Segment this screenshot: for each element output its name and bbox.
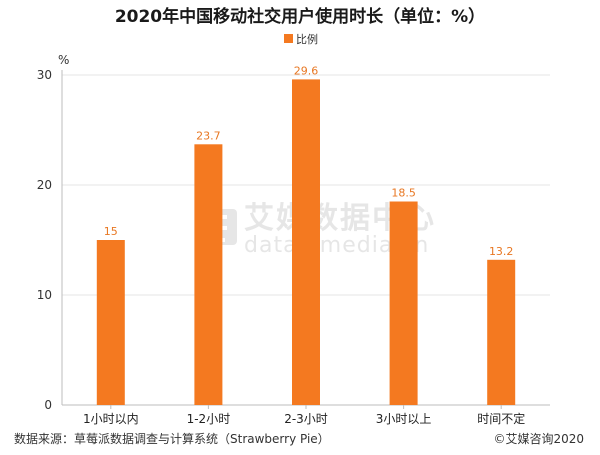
copyright: ©艾媒咨询2020 (493, 431, 584, 446)
bars (96, 79, 516, 406)
x-tick-label: 2-3小时 (284, 412, 328, 426)
data-label: 18.5 (391, 187, 416, 200)
bar (292, 79, 320, 406)
y-tick-label: 0 (44, 398, 52, 412)
x-tick-label: 3小时以上 (376, 412, 432, 426)
data-label: 15 (104, 225, 118, 238)
legend: 比例 (284, 32, 318, 46)
y-tick-label: 10 (37, 288, 52, 302)
legend-label: 比例 (296, 32, 318, 46)
y-tick-label: 30 (37, 68, 52, 82)
data-labels: 15 23.7 29.6 18.5 13.2 (104, 64, 514, 257)
data-label: 13.2 (489, 245, 514, 258)
x-tick-label: 时间不定 (477, 411, 525, 426)
legend-swatch (284, 34, 293, 43)
data-label: 29.6 (294, 64, 319, 77)
chart-title: 2020年中国移动社交用户使用时长（单位：%） (115, 6, 485, 27)
bar (389, 201, 418, 405)
y-unit-label: % (58, 53, 69, 67)
y-tick-label: 20 (37, 178, 52, 192)
x-axis-ticks: 1小时以内 1-2小时 2-3小时 3小时以上 时间不定 (83, 411, 525, 426)
data-source: 数据来源：草莓派数据调查与计算系统（Strawberry Pie） (14, 431, 330, 446)
bar (487, 259, 516, 405)
bar (96, 240, 125, 405)
data-label: 23.7 (196, 129, 221, 142)
y-axis-ticks: 0 10 20 30 (37, 68, 52, 412)
bar (194, 144, 223, 406)
x-tick-label: 1小时以内 (83, 412, 139, 426)
x-tick-label: 1-2小时 (187, 412, 231, 426)
